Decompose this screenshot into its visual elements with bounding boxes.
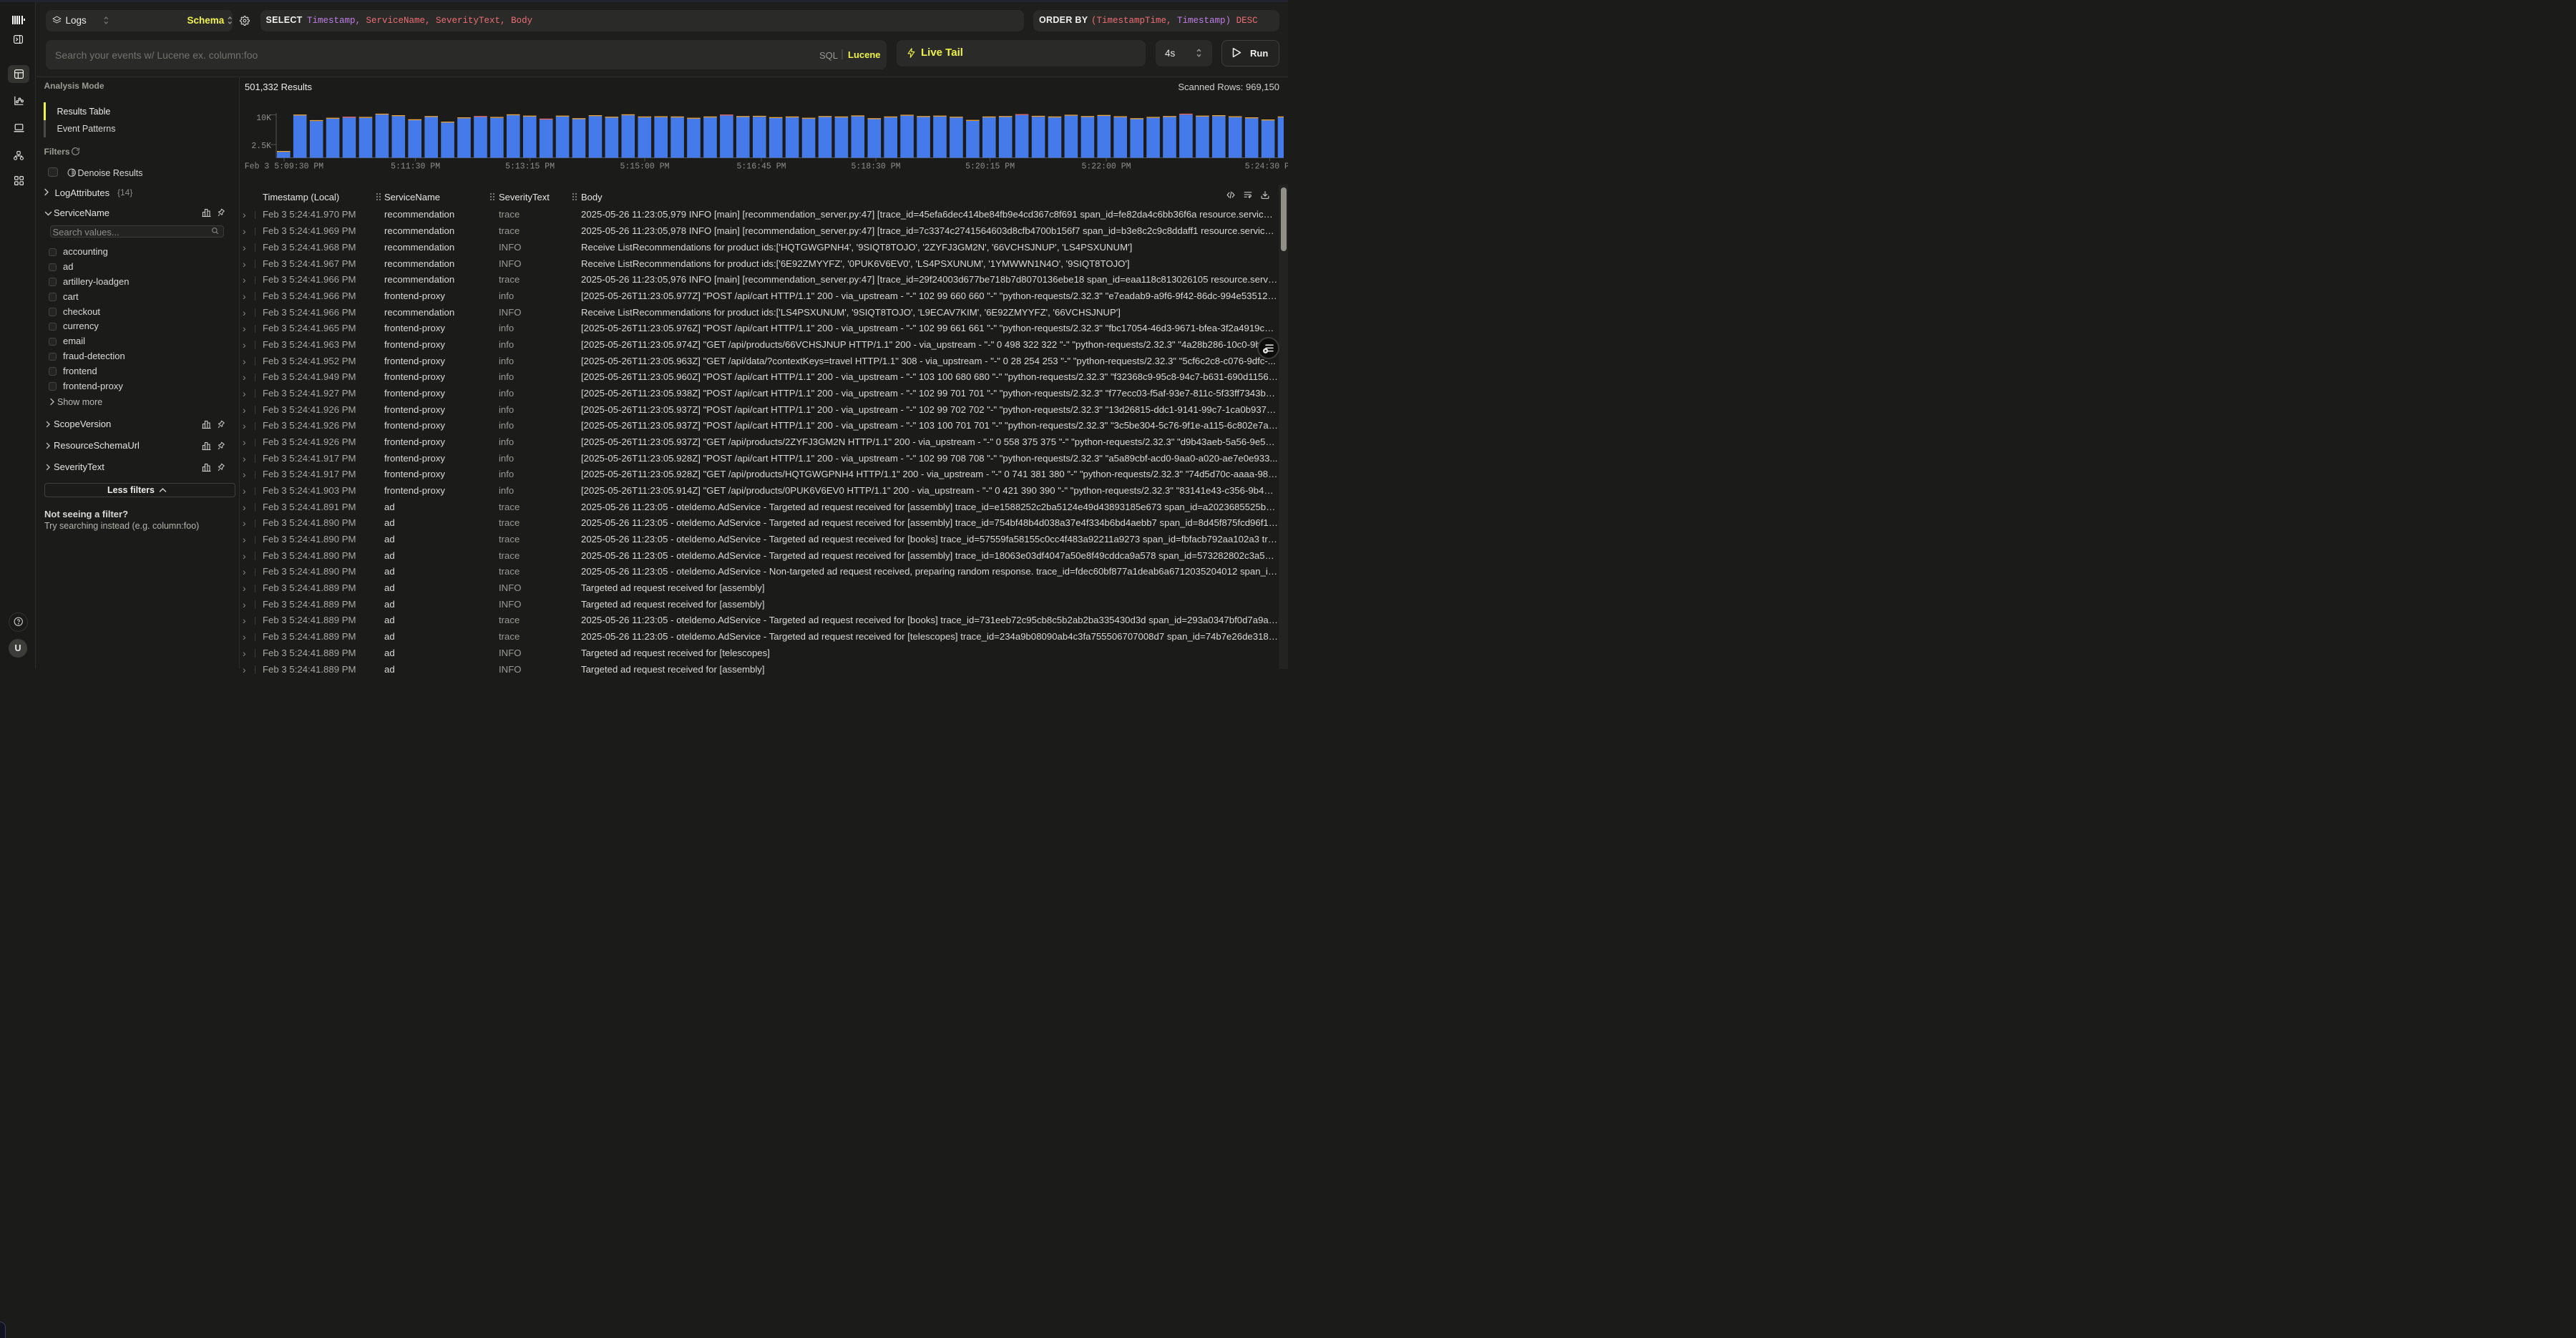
svg-text:Feb 3 5:09:30 PM: Feb 3 5:09:30 PM	[245, 162, 324, 172]
svg-text:5:20:15 PM: 5:20:15 PM	[965, 162, 1015, 172]
svg-text:5:11:30 PM: 5:11:30 PM	[391, 162, 440, 172]
svg-text:5:24:30 PM: 5:24:30 PM	[1245, 162, 1288, 172]
svg-text:5:16:45 PM: 5:16:45 PM	[736, 162, 786, 172]
svg-text:10K: 10K	[256, 114, 271, 123]
svg-text:5:22:00 PM: 5:22:00 PM	[1081, 162, 1131, 172]
svg-text:5:15:00 PM: 5:15:00 PM	[620, 162, 669, 172]
svg-text:2.5K: 2.5K	[251, 142, 271, 151]
svg-text:5:13:15 PM: 5:13:15 PM	[505, 162, 555, 172]
svg-text:5:18:30 PM: 5:18:30 PM	[851, 162, 900, 172]
